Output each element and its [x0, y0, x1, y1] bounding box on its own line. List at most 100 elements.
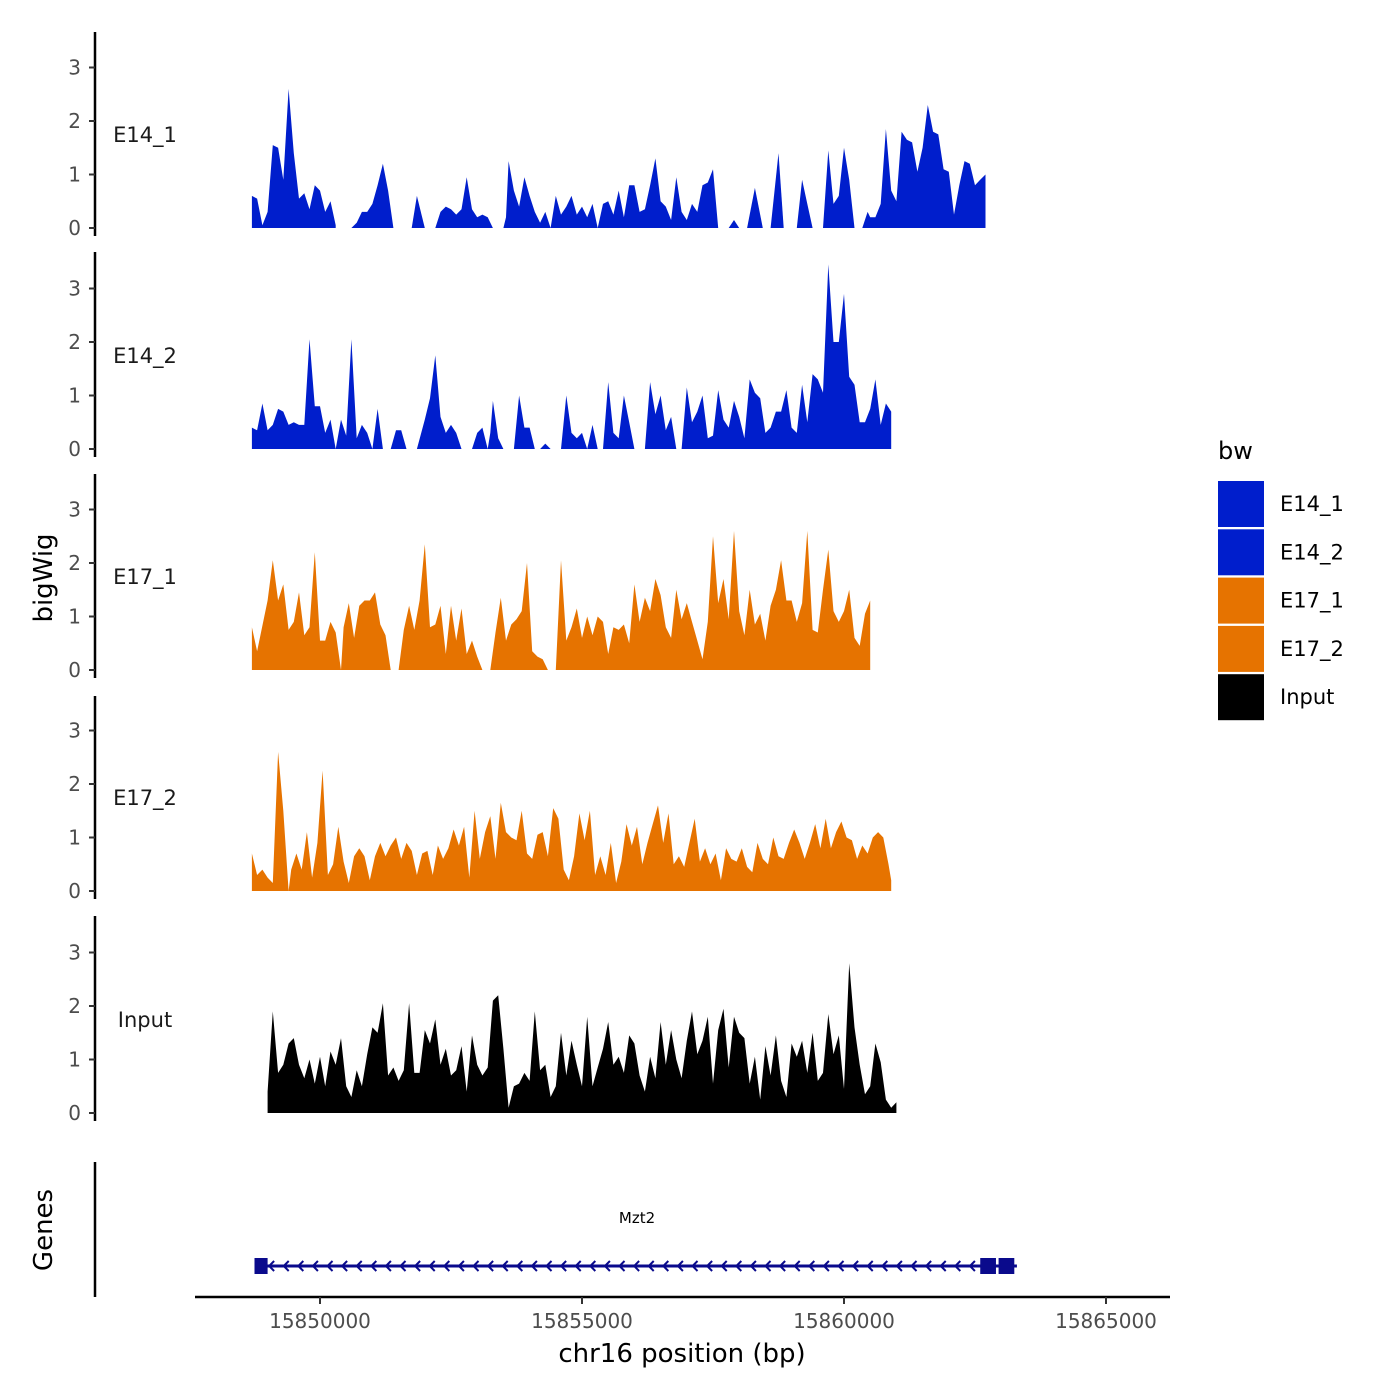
- strand-arrow: [661, 1260, 670, 1272]
- coverage-area-E14_2: [416, 355, 462, 449]
- facet-label-E14_1: E14_1: [113, 123, 177, 148]
- y-tick-label: 0: [68, 1101, 81, 1125]
- strand-arrow: [764, 1260, 772, 1272]
- legend-swatch-E17_1: [1218, 577, 1264, 624]
- coverage-area-E14_2: [681, 264, 892, 449]
- track-panel-Input: 0 1 2 3 Input: [68, 916, 897, 1125]
- strand-arrow: [632, 1260, 640, 1272]
- strand-arrow: [588, 1260, 597, 1272]
- strand-arrow: [472, 1260, 480, 1272]
- gene-exon: [254, 1258, 268, 1274]
- x-tick-label: 15855000: [531, 1309, 633, 1333]
- coverage-area-E14_1: [728, 220, 740, 228]
- strand-arrow: [369, 1260, 378, 1272]
- facet-label-E17_2: E17_2: [113, 786, 177, 811]
- legend-label-Input: Input: [1280, 685, 1334, 709]
- y-tick-label: 1: [68, 605, 81, 629]
- coverage-area-E14_2: [561, 382, 635, 449]
- strand-arrow: [807, 1260, 816, 1272]
- coverage-area-E14_1: [823, 147, 855, 228]
- coverage-area-E14_1: [747, 187, 763, 228]
- strand-arrow: [705, 1260, 713, 1272]
- y-tick-label: 2: [68, 330, 81, 354]
- strand-arrow: [618, 1260, 626, 1272]
- y-tick-label: 3: [68, 941, 81, 965]
- coverage-area-E17_1: [490, 563, 548, 670]
- y-tick-label: 0: [68, 216, 81, 240]
- track-panel-E14_1: 0 1 2 3 E14_1: [68, 32, 986, 240]
- strand-arrow: [778, 1260, 786, 1272]
- legend-label-E17_2: E17_2: [1280, 637, 1344, 662]
- strand-arrow: [793, 1260, 801, 1272]
- strand-arrow: [647, 1260, 655, 1272]
- y-tick-label: 0: [68, 437, 81, 461]
- y-tick-label: 2: [68, 551, 81, 575]
- coverage-area-Input: [267, 963, 897, 1113]
- x-tick-label: 15865000: [1055, 1309, 1157, 1333]
- strand-arrow: [311, 1260, 319, 1272]
- strand-arrow: [501, 1260, 509, 1272]
- legend-swatch-E14_1: [1218, 481, 1264, 527]
- y-tick-label: 2: [68, 109, 81, 133]
- strand-arrow: [574, 1260, 582, 1272]
- strand-arrow: [720, 1260, 728, 1272]
- y-tick-label: 3: [68, 498, 81, 522]
- facet-label-E17_1: E17_1: [113, 565, 177, 590]
- strand-arrow: [895, 1260, 903, 1272]
- strand-arrow: [515, 1260, 524, 1272]
- y-tick-label: 0: [68, 879, 81, 903]
- gene-exon: [980, 1258, 996, 1274]
- coverage-area-E14_1: [411, 195, 425, 228]
- x-tick-label: 15850000: [269, 1309, 371, 1333]
- y-tick-label: 3: [68, 719, 81, 743]
- track-panel-E17_2: 0 1 2 3 E17_2: [68, 696, 892, 903]
- strand-arrow: [603, 1260, 611, 1272]
- strand-arrow: [545, 1260, 553, 1272]
- gene-exon: [998, 1258, 1015, 1274]
- y-tick-label: 3: [68, 277, 81, 301]
- coverage-area-E14_1: [770, 153, 784, 228]
- y-tick-label: 1: [68, 163, 81, 187]
- legend-label-E14_1: E14_1: [1280, 492, 1344, 517]
- strand-arrow: [267, 1260, 275, 1272]
- strand-arrow: [734, 1260, 743, 1272]
- coverage-area-E14_2: [472, 400, 504, 449]
- coverage-area-E14_2: [644, 382, 677, 449]
- legend-label-E17_1: E17_1: [1280, 589, 1344, 614]
- coverage-area-E14_1: [503, 158, 719, 228]
- strand-arrow: [442, 1260, 451, 1272]
- strand-arrow: [822, 1260, 830, 1272]
- legend-swatch-E14_2: [1218, 529, 1264, 576]
- strand-arrow: [530, 1260, 538, 1272]
- coverage-area-E14_1: [251, 88, 336, 229]
- coverage-area-E14_2: [513, 395, 551, 449]
- facet-label-Input: Input: [118, 1008, 172, 1032]
- legend: bw E14_1 E14_2 E17_1 E17_2 Input: [1218, 437, 1344, 721]
- coverage-panels: 0 1 2 3 E14_1 0 1 2 3 E14_2 0 1 2 3 E17_1 0 1 2 3 E17_2 0 1 2 3…: [68, 32, 986, 1125]
- strand-arrow: [953, 1260, 962, 1272]
- strand-arrow: [486, 1260, 494, 1272]
- y-tick-label: 1: [68, 1048, 81, 1072]
- coverage-area-E14_1: [796, 179, 813, 228]
- legend-label-E14_2: E14_2: [1280, 540, 1344, 565]
- coverage-area-E17_1: [251, 552, 391, 670]
- strand-arrow: [296, 1260, 305, 1272]
- strand-arrow: [866, 1260, 874, 1272]
- strand-arrow: [413, 1260, 421, 1272]
- y-tick-label: 3: [68, 56, 81, 80]
- strand-arrow: [326, 1260, 334, 1272]
- strand-arrow: [837, 1260, 845, 1272]
- coverage-area-E17_2: [251, 751, 892, 891]
- strand-arrow: [355, 1260, 363, 1272]
- strand-arrow: [851, 1260, 859, 1272]
- y-tick-label: 2: [68, 994, 81, 1018]
- strand-arrow: [910, 1260, 918, 1272]
- x-tick-label: 15860000: [793, 1309, 895, 1333]
- strand-arrow: [384, 1260, 392, 1272]
- x-axis-title: chr16 position (bp): [558, 1339, 805, 1369]
- strand-arrow: [749, 1260, 757, 1272]
- coverage-area-E17_1: [555, 530, 871, 670]
- coverage-area-E14_1: [351, 163, 394, 228]
- coverage-area-E14_1: [862, 105, 986, 228]
